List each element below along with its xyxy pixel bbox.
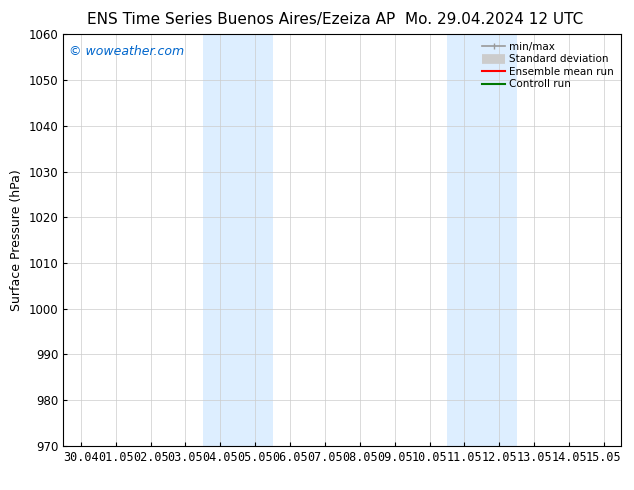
Text: © woweather.com: © woweather.com: [69, 45, 184, 58]
Bar: [447, 34, 517, 446]
Y-axis label: Surface Pressure (hPa): Surface Pressure (hPa): [10, 169, 23, 311]
Bar: [203, 34, 273, 446]
Text: Mo. 29.04.2024 12 UTC: Mo. 29.04.2024 12 UTC: [405, 12, 584, 27]
Text: ENS Time Series Buenos Aires/Ezeiza AP: ENS Time Series Buenos Aires/Ezeiza AP: [87, 12, 395, 27]
Legend: min/max, Standard deviation, Ensemble mean run, Controll run: min/max, Standard deviation, Ensemble me…: [480, 40, 616, 92]
